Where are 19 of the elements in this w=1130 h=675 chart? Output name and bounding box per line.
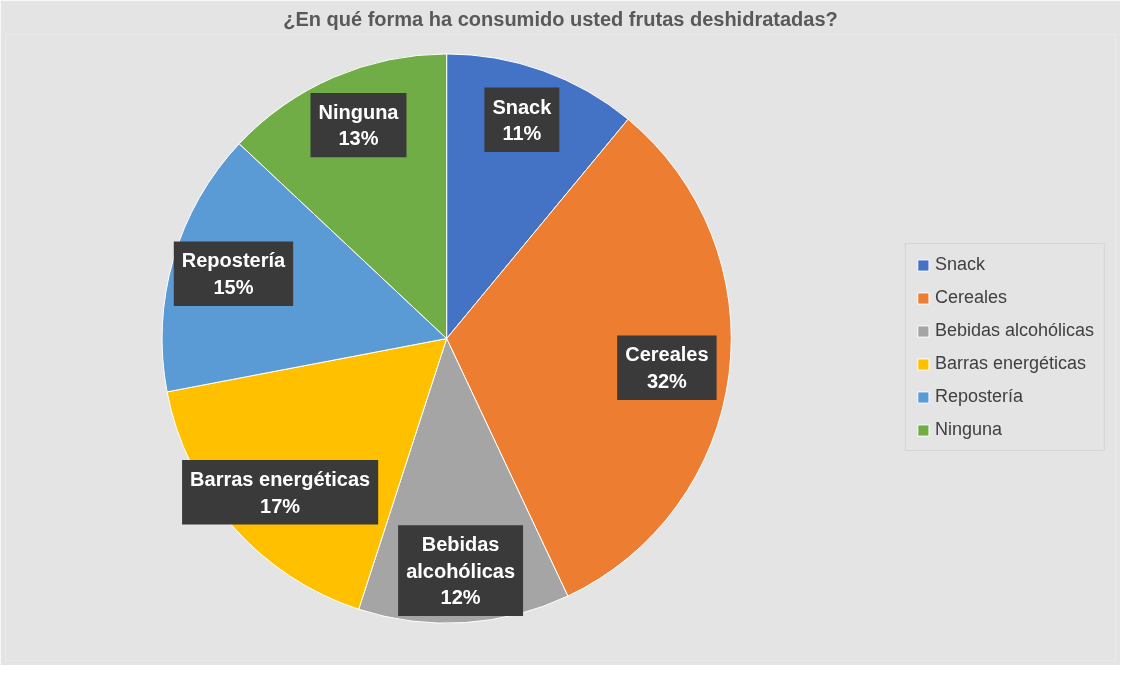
slice-label: Barras energéticas [190,468,371,491]
legend-label: Bebidas alcohólicas [934,320,1094,341]
legend-label: Repostería [934,386,1023,407]
slice-label: Bebidas alcohólicas [406,533,516,582]
data-label: 32% [646,369,688,392]
legend-label: Ninguna [934,419,1002,440]
slice-label: Ninguna [318,100,400,123]
data-label: 11% [502,121,542,144]
legend-label: Barras energéticas [934,353,1086,374]
data-label: 12% [440,586,481,609]
slice-label: Snack [492,95,553,118]
legend-label: Cereales [934,287,1007,308]
legend-label: Snack [934,254,985,275]
data-label: 15% [213,275,254,298]
slice-label: Repostería [181,249,287,272]
chart-title: ¿En qué forma ha consumido usted frutas deshidratadas? [283,7,838,30]
data-label: 17% [260,494,301,517]
data-label: 13% [338,127,379,150]
slice-label: Cereales [625,343,709,366]
